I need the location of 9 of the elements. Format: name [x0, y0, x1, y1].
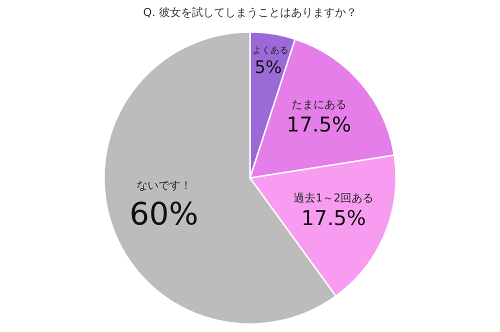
chart-title: Q. 彼女を試してしまうことはありますか？ — [143, 6, 357, 19]
slice-label: よくある — [252, 46, 288, 56]
data-label: 17.5% — [301, 206, 366, 230]
data-label: 60% — [129, 196, 198, 233]
data-label: 5% — [254, 58, 282, 78]
slice-label: ないです！ — [136, 178, 192, 192]
slice-label: 過去1～2回ある — [294, 191, 374, 204]
data-label: 17.5% — [286, 112, 352, 136]
slice-label: たまにある — [291, 98, 346, 112]
